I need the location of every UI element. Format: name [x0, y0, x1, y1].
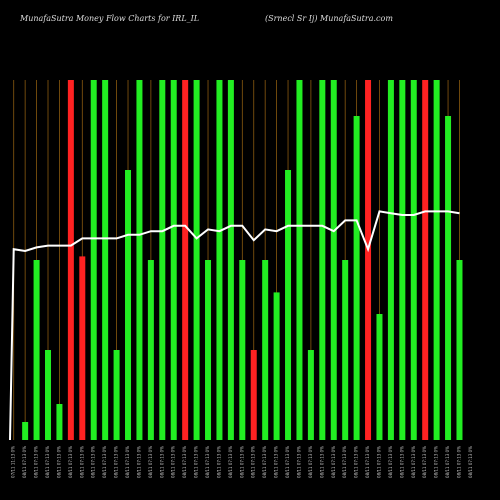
bar	[445, 116, 452, 440]
bar	[79, 256, 86, 440]
bar	[193, 80, 200, 440]
bar	[376, 314, 383, 440]
x-tick-label: 08/11 07:13 0%	[79, 446, 84, 478]
chart-source: (Srnecl Sr Ij) MunafaSutra.com	[265, 14, 393, 23]
bar	[399, 80, 406, 440]
bar	[147, 260, 154, 440]
x-tick-label: 08/11 07:13 0%	[182, 446, 187, 478]
bar	[342, 260, 349, 440]
bar	[205, 260, 212, 440]
x-tick-label: 08/11 07:13 0%	[365, 446, 370, 478]
x-tick-label: 08/11 07:13 0%	[136, 446, 141, 478]
x-tick-labels: 07/11 11:13 0% 08/11 07:13 0% 08/11 07:13 …	[11, 446, 473, 478]
x-tick-label: 08/11 07:13 0%	[388, 446, 393, 478]
bar	[285, 170, 292, 440]
bar	[307, 350, 314, 440]
x-tick-label: 08/11 07:13 0%	[148, 446, 153, 478]
bar	[136, 80, 143, 440]
x-tick-label: 08/11 07:13 0%	[159, 446, 164, 478]
x-tick-label: 08/11 07:13 0%	[434, 446, 439, 478]
x-tick-label: 08/11 07:13 0%	[308, 446, 313, 478]
x-tick-label: 08/11 07:13 0%	[399, 446, 404, 478]
bar	[216, 80, 223, 440]
bar	[296, 80, 303, 440]
bar	[67, 80, 74, 440]
x-tick-label: 08/11 07:13 0%	[228, 446, 233, 478]
x-tick-label: 08/11 07:13 0%	[56, 446, 61, 478]
x-tick-label: 08/11 07:13 0%	[194, 446, 199, 478]
x-tick-label: 08/11 07:13 0%	[445, 446, 450, 478]
x-tick-label: 08/11 07:13 0%	[68, 446, 73, 478]
bar	[56, 404, 63, 440]
bar	[319, 80, 326, 440]
money-flow-line	[9, 210, 460, 441]
x-tick-label: 08/11 07:13 0%	[205, 446, 210, 478]
bar	[456, 260, 463, 440]
x-tick-label: 08/11 07:13 0%	[296, 446, 301, 478]
bar	[45, 350, 52, 440]
bar	[170, 80, 177, 440]
x-tick-label: 08/11 07:13 0%	[411, 446, 416, 478]
bars	[22, 80, 463, 440]
bar	[410, 80, 417, 440]
x-tick-label: 08/11 07:13 0%	[285, 446, 290, 478]
x-tick-label: 08/11 07:13 0%	[342, 446, 347, 478]
x-tick-label: 08/11 07:13 0%	[376, 446, 381, 478]
x-tick-label: 07/11 11:13 0%	[11, 446, 16, 478]
bar	[353, 116, 360, 440]
x-tick-label: 08/11 07:13 0%	[274, 446, 279, 478]
x-tick-label: 08/11 07:13 0%	[319, 446, 324, 478]
x-tick-label: 08/11 07:13 0%	[171, 446, 176, 478]
x-tick-label: 08/11 07:13 0%	[22, 446, 27, 478]
bar	[125, 170, 132, 440]
x-tick-label: 08/11 07:13 0%	[216, 446, 221, 478]
bar	[33, 260, 40, 440]
x-tick-label: 08/11 07:13 0%	[125, 446, 130, 478]
bar	[90, 80, 97, 440]
bar	[433, 80, 440, 440]
bar	[250, 350, 257, 440]
bar	[227, 80, 234, 440]
bar	[262, 260, 269, 440]
x-tick-label: 08/11 07:13 0%	[251, 446, 256, 478]
x-tick-label: 08/11 07:13 0%	[331, 446, 336, 478]
bar	[239, 260, 246, 440]
x-tick-label: 08/11 07:13 0%	[239, 446, 244, 478]
bar	[365, 80, 372, 440]
x-tick-label: 08/11 07:13 0%	[102, 446, 107, 478]
bar	[182, 80, 189, 440]
bar	[422, 80, 429, 440]
flow-line	[9, 210, 460, 441]
bar	[102, 80, 109, 440]
bar	[330, 80, 337, 440]
x-tick-label: 08/11 07:13 0%	[91, 446, 96, 478]
x-tick-label: 08/11 07:13 0%	[34, 446, 39, 478]
chart-title: MunafaSutra Money Flow Charts for IRL_IL	[19, 14, 199, 23]
x-tick-label: 08/11 07:13 0%	[262, 446, 267, 478]
bar	[273, 292, 280, 440]
x-tick-label: 08/11 07:13 0%	[114, 446, 119, 478]
bar	[159, 80, 166, 440]
bar	[387, 80, 394, 440]
x-tick-label: 08/11 07:13 0%	[354, 446, 359, 478]
bar	[22, 422, 29, 440]
x-tick-label: 08/11 07:13 0%	[456, 446, 461, 478]
x-tick-label: 08/11 07:13 0%	[422, 446, 427, 478]
bar	[113, 350, 120, 440]
x-tick-label: 08/11 07:13 0%	[468, 446, 473, 478]
x-tick-label: 08/11 07:13 0%	[45, 446, 50, 478]
